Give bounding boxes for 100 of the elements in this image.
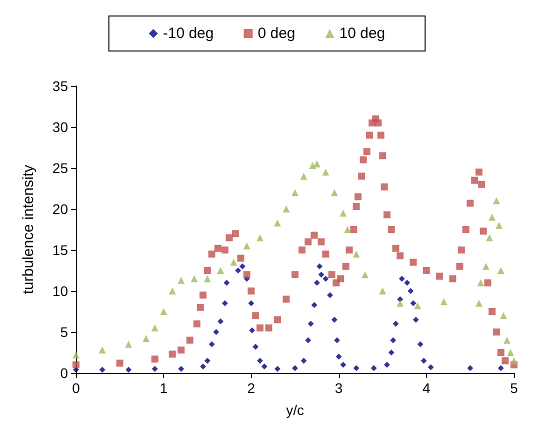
point	[497, 267, 504, 274]
x-tick-label: 5	[510, 380, 518, 396]
point	[309, 162, 316, 170]
point	[300, 358, 307, 364]
point	[300, 172, 308, 180]
point	[200, 363, 206, 370]
point	[496, 222, 503, 229]
point	[274, 219, 281, 226]
point	[292, 365, 298, 372]
point	[98, 346, 106, 354]
point	[396, 300, 404, 307]
point	[384, 362, 390, 368]
point	[142, 335, 150, 342]
point	[417, 341, 424, 348]
point	[331, 316, 338, 323]
point	[151, 324, 158, 332]
point	[204, 358, 210, 364]
point	[190, 275, 198, 282]
legend-label: 10 deg	[339, 25, 386, 42]
point	[313, 160, 320, 168]
point	[477, 279, 484, 286]
point	[292, 189, 298, 196]
point	[404, 280, 410, 286]
point	[498, 365, 504, 372]
y-tick-label: 10	[52, 283, 68, 299]
point	[261, 363, 268, 370]
point	[492, 197, 500, 204]
point	[486, 234, 493, 242]
point	[334, 337, 340, 344]
point	[316, 263, 323, 270]
point	[467, 365, 474, 372]
point	[340, 210, 347, 217]
point	[222, 300, 228, 306]
point	[99, 366, 106, 373]
point	[125, 340, 132, 348]
point	[318, 272, 324, 278]
point	[336, 354, 342, 360]
point	[398, 276, 405, 282]
x-tick-label: 1	[160, 380, 168, 396]
point	[388, 350, 394, 356]
legend-label: -10 deg	[162, 25, 214, 42]
x-axis-title: y/c	[286, 402, 304, 418]
point	[256, 234, 264, 242]
point	[152, 366, 158, 372]
point	[500, 312, 507, 320]
point	[224, 280, 230, 286]
point	[256, 358, 263, 364]
point	[208, 341, 215, 348]
legend-label: 0 deg	[258, 25, 296, 42]
point	[390, 337, 396, 344]
point	[352, 250, 360, 258]
point	[440, 298, 448, 306]
y-tick-label: 25	[52, 160, 68, 176]
y-tick-label: 20	[52, 201, 68, 217]
x-tick-label: 3	[334, 380, 343, 396]
point	[168, 288, 176, 294]
point	[282, 206, 290, 212]
point	[488, 214, 496, 221]
y-tick-label: 30	[52, 119, 68, 135]
point	[235, 268, 242, 274]
point	[217, 267, 224, 274]
point	[178, 366, 184, 372]
y-tick-label: 15	[52, 242, 68, 258]
point	[330, 189, 338, 196]
point	[178, 276, 185, 284]
point	[126, 366, 132, 373]
x-tick-label: 0	[72, 380, 80, 396]
point	[230, 258, 238, 266]
point	[243, 242, 250, 250]
point	[239, 263, 246, 270]
y-axis-title: turbulence intensity	[20, 164, 37, 294]
point	[353, 365, 360, 372]
point	[72, 351, 80, 358]
point	[482, 262, 490, 270]
point	[370, 365, 377, 372]
point	[204, 275, 211, 282]
point	[314, 280, 320, 286]
point	[503, 336, 510, 344]
x-tick-label: 4	[422, 380, 430, 396]
point	[248, 300, 254, 306]
point	[305, 337, 312, 344]
point	[311, 302, 318, 308]
y-tick-label: 5	[60, 324, 68, 340]
point	[475, 300, 482, 307]
point	[340, 362, 346, 368]
point	[428, 364, 434, 370]
point	[213, 329, 220, 335]
point	[249, 327, 256, 334]
point	[160, 308, 168, 315]
point	[322, 276, 329, 282]
point	[322, 168, 330, 176]
point	[252, 344, 259, 350]
point	[412, 316, 419, 323]
point	[510, 357, 518, 364]
point	[327, 292, 334, 298]
point	[392, 320, 399, 327]
point	[506, 349, 514, 356]
point	[408, 288, 414, 294]
point	[410, 300, 416, 306]
point	[218, 318, 224, 324]
